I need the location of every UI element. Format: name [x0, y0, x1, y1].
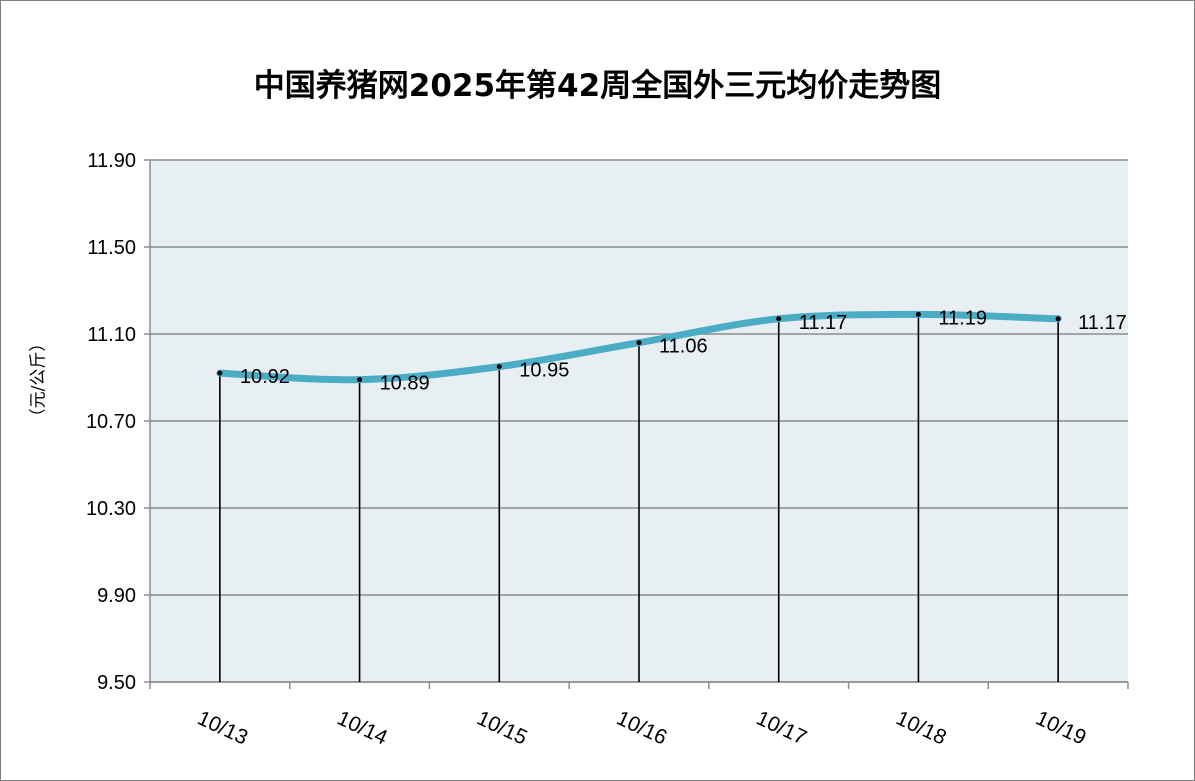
x-tick-label: 10/18 — [892, 707, 949, 750]
data-point — [496, 364, 502, 370]
y-axis-ticks: 9.50 9.90 10.30 10.70 11.10 11.50 11.90 — [86, 150, 136, 694]
data-label: 11.17 — [799, 312, 848, 334]
y-tick-label: 11.10 — [87, 324, 136, 346]
data-point — [776, 316, 782, 322]
data-labels: 10.92 10.89 10.95 11.06 11.17 11.19 11.17 — [240, 307, 1127, 394]
data-point — [636, 340, 642, 346]
data-label: 11.17 — [1078, 312, 1127, 334]
data-label: 11.19 — [938, 307, 987, 329]
drop-lines — [219, 314, 1059, 682]
y-tick-label: 9.90 — [97, 585, 136, 607]
x-tick-label: 10/14 — [334, 707, 392, 750]
data-point — [915, 311, 921, 317]
data-label: 10.92 — [240, 366, 290, 388]
y-tick-label: 9.50 — [97, 672, 136, 694]
data-point — [1055, 316, 1061, 322]
x-tick-label: 10/17 — [753, 707, 810, 750]
chart-title: 中国养猪网2025年第42周全国外三元均价走势图 — [253, 68, 942, 104]
data-point — [217, 370, 223, 376]
x-tick-label: 10/16 — [613, 707, 670, 750]
x-tick-label: 10/13 — [194, 707, 251, 750]
x-tick-label: 10/19 — [1032, 707, 1089, 750]
y-tick-label: 10.30 — [86, 498, 136, 520]
y-tick-label: 11.90 — [87, 150, 136, 172]
data-point — [357, 377, 363, 383]
data-label: 10.95 — [519, 360, 569, 382]
data-label: 10.89 — [380, 373, 430, 395]
x-tick-label: 10/15 — [473, 707, 530, 750]
y-tick-label: 11.50 — [87, 237, 136, 259]
data-label: 11.06 — [659, 336, 708, 358]
series-layer — [216, 310, 1062, 384]
y-tick-label: 10.70 — [86, 411, 136, 433]
